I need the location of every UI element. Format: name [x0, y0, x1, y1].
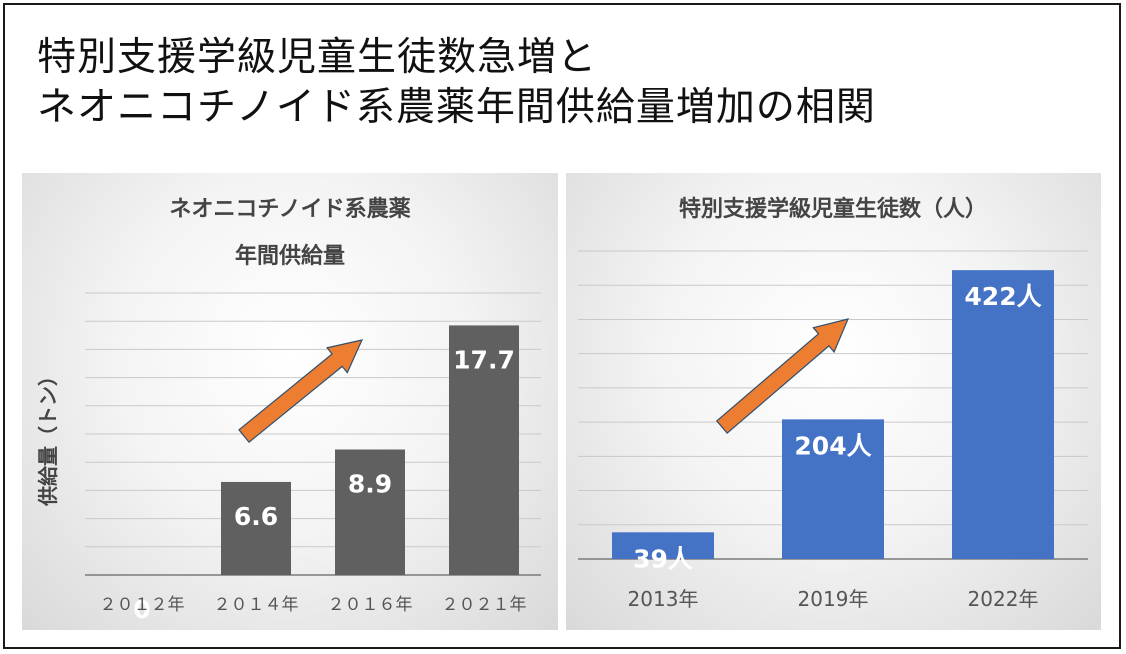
trend-arrow: [715, 318, 850, 434]
pesticide-chart-ylabel: 供給量（トン）: [36, 366, 60, 507]
x-tick-1: 2019年: [798, 587, 869, 611]
students-trend-arrow: [715, 318, 850, 434]
x-tick-0: ２０１２年: [100, 595, 185, 615]
bar-2: [952, 270, 1054, 559]
students-chart-title: 特別支援学級児童生徒数（人）: [679, 196, 987, 222]
title-line-2: ネオニコチノイド系農薬年間供給量増加の相関: [37, 85, 876, 130]
pesticide-trend-arrow: [238, 339, 364, 444]
x-tick-0: 2013年: [628, 587, 699, 611]
data-label-1: 6.6: [234, 502, 278, 531]
students-data-labels: 39人 204人 422人: [633, 282, 1041, 573]
x-tick-1: ２０１４年: [214, 595, 299, 615]
bar-1: [221, 481, 291, 575]
students-x-ticks: 2013年 2019年 2022年: [628, 587, 1039, 611]
slide-title: 特別支援学級児童生徒数急増と ネオニコチノイド系農薬年間供給量増加の相関: [37, 33, 876, 133]
data-label-2: 8.9: [348, 470, 392, 499]
data-label-2: 422人: [964, 282, 1041, 311]
data-label-3: 17.7: [453, 345, 515, 374]
students-chart: 特別支援学級児童生徒数（人） 39人 204人 422人 2013年 2019年 202…: [566, 173, 1101, 630]
students-bars: [612, 270, 1054, 559]
pesticide-bars: [221, 325, 519, 575]
bar-1: [782, 419, 884, 559]
data-label-0: 0: [133, 595, 150, 624]
bar-3: [449, 325, 519, 575]
pesticide-supply-chart: ネオニコチノイド系農薬 年間供給量 供給量（トン） 0 6.6 8.9 17.7 ２０…: [22, 173, 558, 630]
pesticide-chart-svg: ネオニコチノイド系農薬 年間供給量 供給量（トン） 0 6.6 8.9 17.7 ２０…: [36, 197, 541, 624]
pesticide-x-ticks: ２０１２年 ２０１４年 ２０１６年 ２０２１年: [100, 595, 527, 615]
data-label-1: 204人: [794, 431, 871, 460]
x-tick-2: ２０１６年: [328, 595, 413, 615]
bar-0: [612, 532, 714, 559]
students-chart-svg: 特別支援学級児童生徒数（人） 39人 204人 422人 2013年 2019年 202…: [578, 196, 1088, 611]
x-tick-2: 2022年: [968, 587, 1039, 611]
x-tick-3: ２０２１年: [442, 595, 527, 615]
bar-2: [335, 449, 405, 575]
trend-arrow: [238, 339, 364, 444]
title-line-1: 特別支援学級児童生徒数急増と: [37, 35, 598, 80]
pesticide-data-labels: 0 6.6 8.9 17.7: [133, 345, 515, 624]
pesticide-chart-title-1: ネオニコチノイド系農薬: [169, 197, 410, 222]
data-label-0: 39人: [633, 544, 693, 573]
pesticide-chart-title-2: 年間供給量: [235, 243, 345, 269]
